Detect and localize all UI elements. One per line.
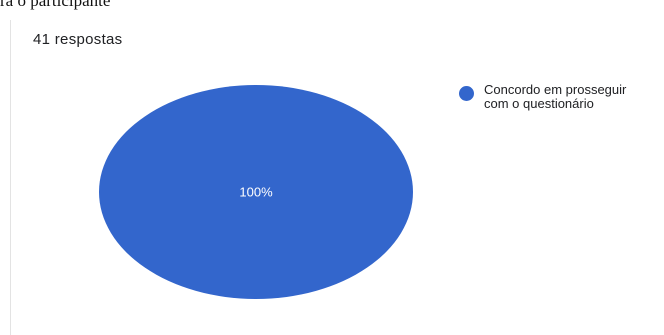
legend-item: Concordo em prosseguir com o questionári…: [459, 83, 649, 111]
pie-labels: 100%: [239, 185, 273, 200]
legend-swatch: [459, 86, 474, 101]
left-divider: [10, 20, 11, 335]
legend-label: Concordo em prosseguir com o questionári…: [484, 82, 627, 111]
chart-legend: Concordo em prosseguir com o questionári…: [459, 83, 649, 111]
slice-value-label: 100%: [239, 185, 273, 200]
pie-slice: [99, 85, 413, 299]
pie-slices: [99, 85, 413, 299]
header-fragment: ra o participante: [0, 0, 111, 10]
response-count: 41 respostas: [33, 31, 123, 48]
